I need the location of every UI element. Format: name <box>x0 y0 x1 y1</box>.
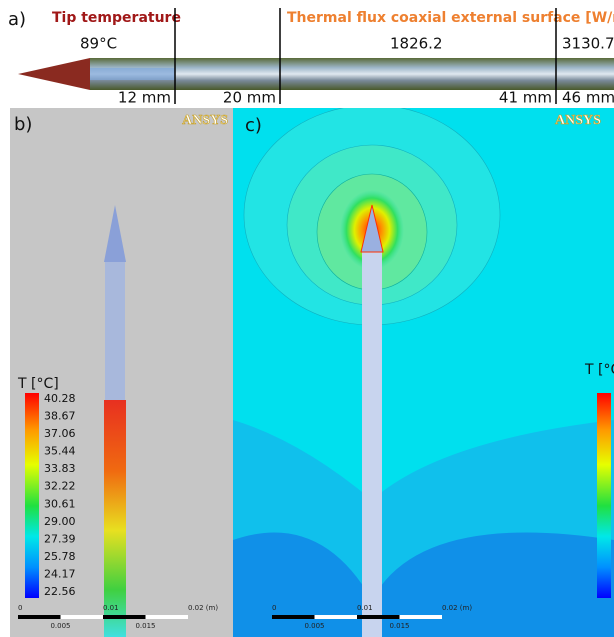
legend-title: T [°C] <box>17 376 59 392</box>
color-bar <box>597 393 611 598</box>
legend-value: 37.06 <box>44 427 76 440</box>
panel-b: b) ANSYS T [°C] 40.28 38.67 37.06 35.44 33.8… <box>10 108 233 637</box>
figure: a) Tip temperature 89°C Thermal flux coa… <box>0 0 614 637</box>
scale-label: 0.015 <box>135 622 155 630</box>
logo: ANSYS <box>182 113 228 128</box>
distance: 46 mm <box>562 89 614 107</box>
scale-bar <box>61 615 104 619</box>
flux-value: 3130.7 <box>562 35 614 53</box>
legend-value: 29.00 <box>44 515 76 528</box>
scale-label: 0.015 <box>389 622 409 630</box>
scale-label: 0.02 (m) <box>188 604 218 612</box>
legend-value: 35.44 <box>44 445 76 458</box>
legend-title: T [°C] <box>584 362 614 378</box>
legend-value: 38.67 <box>44 410 76 423</box>
scale-label: 0.01 <box>357 604 373 612</box>
scale-label: 0.005 <box>50 622 70 630</box>
scale-bar <box>357 615 400 619</box>
scale-label: 0.005 <box>304 622 324 630</box>
legend-value: 25.78 <box>44 550 76 563</box>
tip-title: Tip temperature <box>52 10 181 26</box>
logo: ANSYS <box>555 113 601 128</box>
distance: 20 mm <box>223 89 276 107</box>
scale-bar <box>18 615 61 619</box>
panel-label: a) <box>8 9 26 30</box>
scale-label: 0.01 <box>103 604 119 612</box>
probe-shaft <box>362 250 382 637</box>
legend-value: 24.17 <box>44 567 76 580</box>
flux-title: Thermal flux coaxial external surface [W… <box>287 10 614 26</box>
legend-value: 27.39 <box>44 532 76 545</box>
legend-value: 40.28 <box>44 392 76 405</box>
probe-tip <box>18 58 90 90</box>
scale-bar <box>315 615 358 619</box>
probe-core <box>90 68 175 80</box>
tip-value: 89°C <box>80 35 117 53</box>
panel-label: b) <box>14 114 32 135</box>
color-bar <box>25 393 39 598</box>
scale-bar <box>272 615 315 619</box>
scale-label: 0.02 (m) <box>442 604 472 612</box>
legend-value: 33.83 <box>44 462 76 475</box>
scale-bar <box>103 615 146 619</box>
legend-value: 32.22 <box>44 480 76 493</box>
distance: 41 mm <box>499 89 552 107</box>
legend-value: 22.56 <box>44 585 76 598</box>
panel-a: a) Tip temperature 89°C Thermal flux coa… <box>8 8 614 107</box>
flux-value: 1826.2 <box>390 35 443 53</box>
panel-label: c) <box>245 115 262 136</box>
scale-bar <box>146 615 189 619</box>
panel-c: c) ANSYS T [°C] 89.083.077.071.065.059.0… <box>233 105 614 637</box>
scale-label: 0 <box>18 604 22 612</box>
distance: 12 mm <box>118 89 171 107</box>
legend-value: 30.61 <box>44 497 76 510</box>
probe-heated <box>104 400 126 637</box>
scale-label: 0 <box>272 604 276 612</box>
scale-bar <box>400 615 443 619</box>
